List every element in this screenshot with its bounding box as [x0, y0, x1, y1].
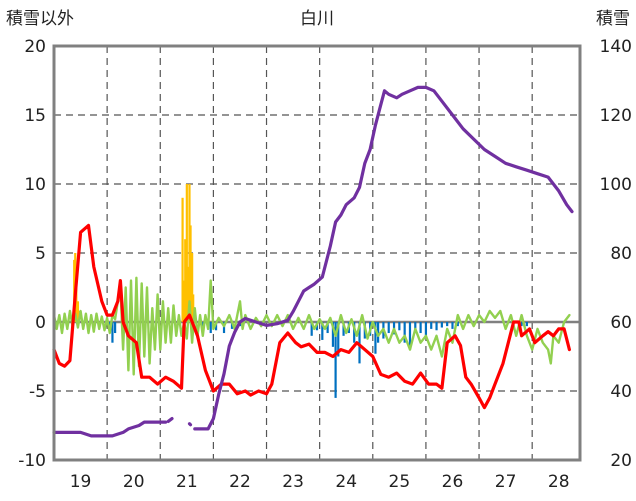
purple-line: [52, 420, 168, 438]
line-series: [52, 85, 574, 438]
left-tick-label: 15: [24, 106, 46, 126]
blue-bar: [419, 322, 422, 334]
blue-bar: [430, 322, 433, 329]
right-tick-label: 40: [610, 382, 632, 402]
blue-bar: [435, 322, 438, 331]
blue-bar: [342, 322, 345, 336]
blue-bar: [310, 322, 313, 336]
blue-bar: [424, 322, 428, 339]
x-tick-label: 26: [442, 472, 464, 492]
x-tick-label: 27: [495, 472, 517, 492]
blue-bar: [326, 322, 329, 334]
left-tick-label: -10: [18, 451, 46, 471]
right-tick-label: 60: [610, 313, 632, 333]
x-tick-label: 25: [389, 472, 411, 492]
blue-bar: [440, 322, 443, 328]
blue-bar: [387, 322, 390, 334]
left-tick-label: 5: [35, 244, 46, 264]
chart-title: 白川: [300, 9, 334, 29]
x-tick-label: 23: [282, 472, 304, 492]
green-line: [52, 276, 571, 376]
x-tick-label: 20: [123, 472, 145, 492]
right-tick-label: 140: [600, 37, 632, 57]
x-tick-label: 19: [70, 472, 92, 492]
blue-bar: [358, 322, 361, 364]
orange-bar: [192, 294, 195, 322]
purple-line: [193, 85, 574, 431]
blue-bar: [201, 322, 204, 329]
blue-bar: [446, 322, 449, 327]
right-axis-label: 積雪: [596, 9, 630, 29]
blue-bar: [377, 322, 380, 343]
blue-bar: [334, 322, 337, 398]
orange-bar: [191, 253, 194, 322]
blue-bar: [337, 322, 340, 357]
blue-bar: [353, 322, 356, 343]
blue-bar: [456, 322, 459, 327]
plot-frame: [52, 44, 582, 462]
right-tick-label: 100: [600, 175, 632, 195]
x-tick-label: 21: [176, 472, 198, 492]
blue-bar: [209, 322, 212, 334]
orange-bar: [184, 239, 187, 322]
blue-bar: [111, 322, 114, 343]
red-line: [52, 223, 571, 410]
right-tick-label: 120: [600, 106, 632, 126]
orange-bar: [185, 184, 188, 322]
blue-bar: [525, 322, 528, 327]
blue-bar: [331, 322, 335, 347]
grid-lines: [54, 46, 580, 460]
blue-bar: [408, 322, 412, 350]
x-tick-label: 22: [229, 472, 251, 492]
blue-bar: [520, 322, 523, 327]
tick-labels: 19 20 21 22 23 24 25 26 27 28 -10 -5 0 5 10 15 20 20 40 60 8…: [18, 37, 632, 492]
blue-bar: [321, 322, 324, 340]
blue-bar: [451, 322, 454, 329]
purple-line: [166, 417, 174, 423]
orange-bar: [75, 287, 78, 322]
purple-line: [187, 422, 193, 427]
blue-bar: [374, 322, 377, 354]
blue-bar: [114, 322, 117, 334]
orange-bar: [181, 197, 184, 322]
orange-bar: [186, 266, 189, 322]
left-tick-label: 0: [35, 313, 46, 333]
blue-bar: [222, 322, 226, 334]
left-tick-label: -5: [29, 382, 46, 402]
left-axis-label: 積雪以外: [6, 9, 74, 29]
left-tick-label: 20: [24, 37, 46, 57]
blue-bar: [398, 322, 401, 331]
blue-bar: [403, 322, 406, 343]
left-tick-label: 10: [24, 175, 46, 195]
orange-bar: [189, 225, 192, 322]
x-tick-label: 24: [335, 472, 357, 492]
x-tick-label: 28: [548, 472, 570, 492]
right-tick-label: 20: [610, 451, 632, 471]
right-tick-label: 80: [610, 244, 632, 264]
blue-bar: [414, 322, 417, 331]
